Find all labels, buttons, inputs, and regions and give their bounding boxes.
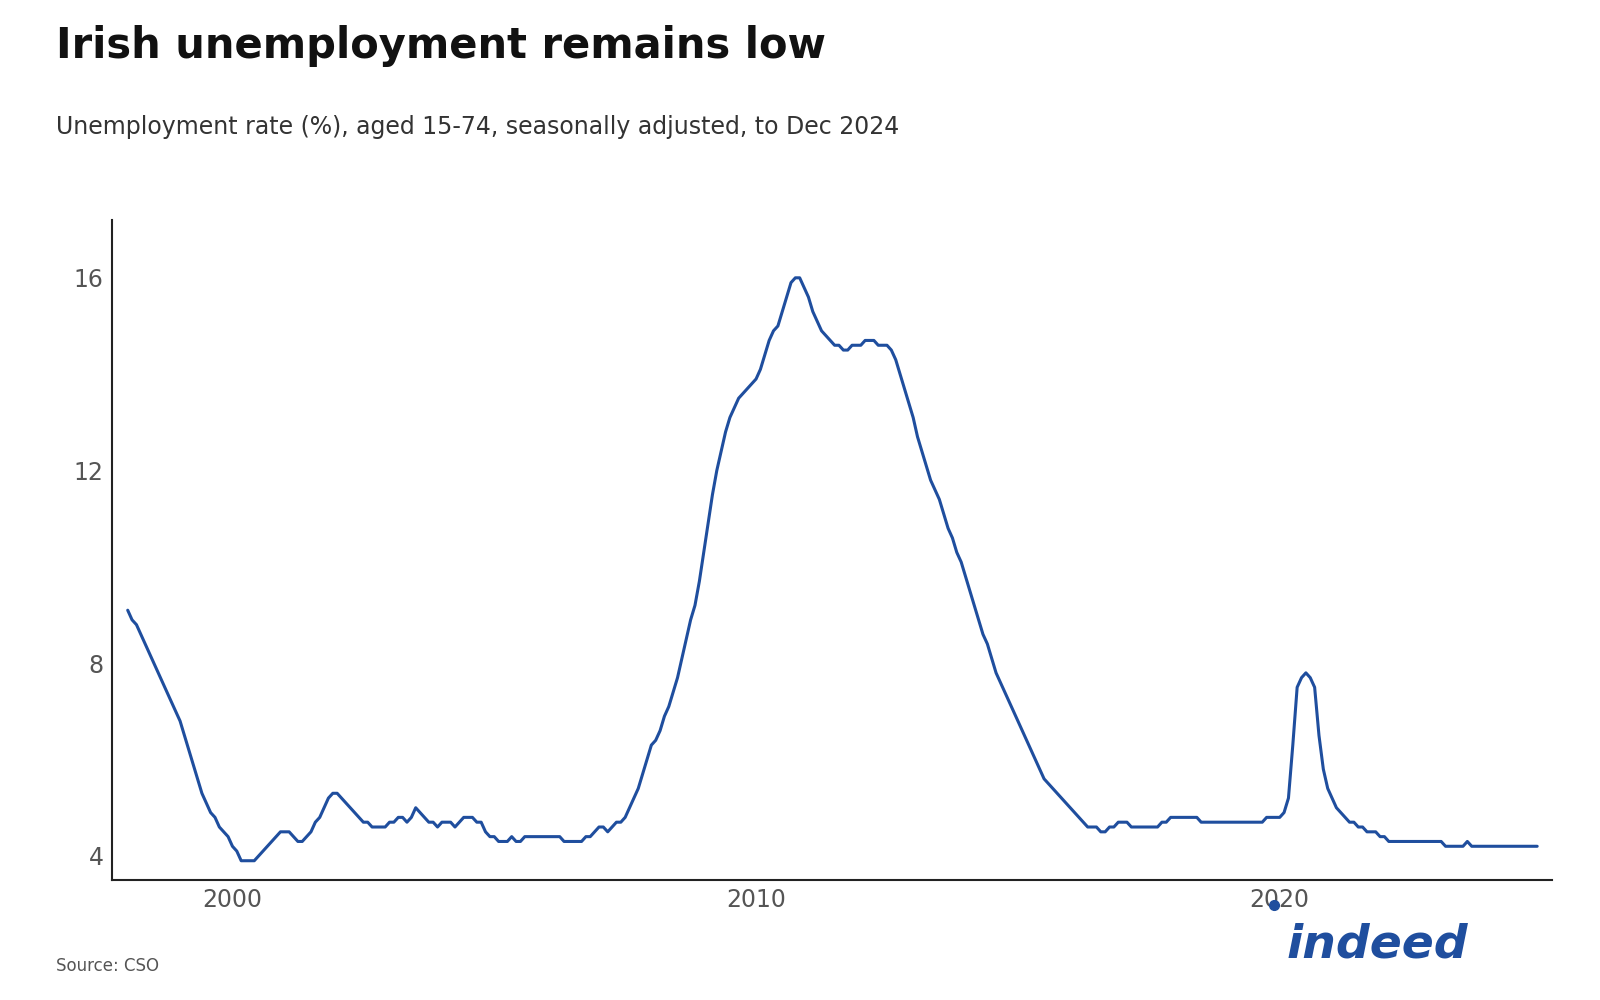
- Text: Unemployment rate (%), aged 15-74, seasonally adjusted, to Dec 2024: Unemployment rate (%), aged 15-74, seaso…: [56, 115, 899, 139]
- Text: indeed: indeed: [1286, 922, 1469, 968]
- Text: Irish unemployment remains low: Irish unemployment remains low: [56, 25, 826, 67]
- Text: Source: CSO: Source: CSO: [56, 957, 158, 975]
